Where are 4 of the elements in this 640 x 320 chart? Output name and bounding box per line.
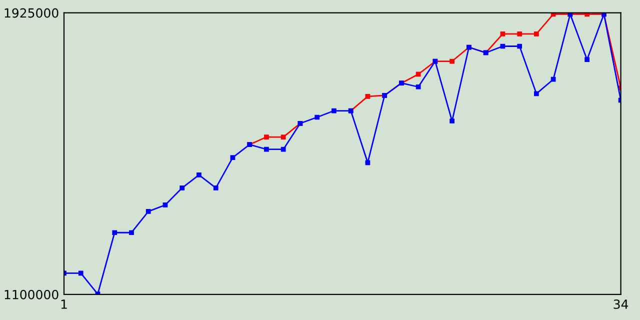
x-tick-label: 34 (614, 299, 628, 309)
x-tick-label: 1 (61, 300, 67, 309)
y-tick-label: 1925000 (4, 8, 58, 18)
y-tick-label: 1100000 (4, 290, 58, 300)
